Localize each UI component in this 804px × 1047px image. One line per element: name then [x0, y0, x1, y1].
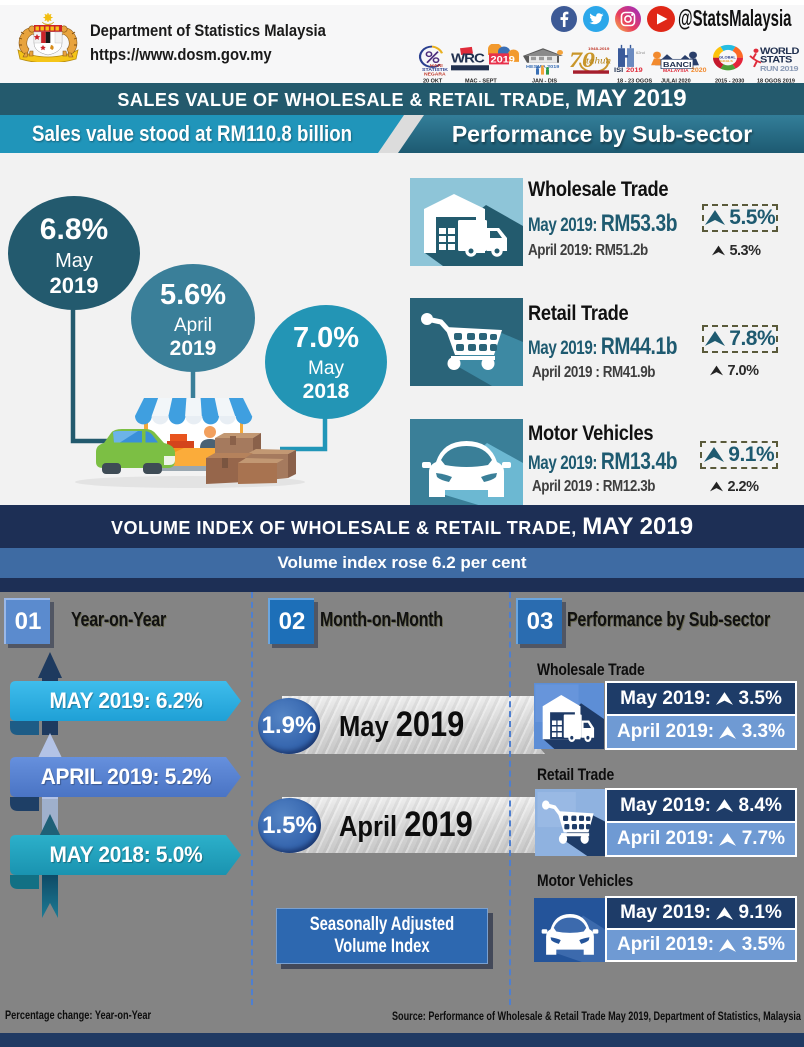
svg-text:STATS: STATS: [760, 55, 793, 65]
svg-text:tahun: tahun: [586, 56, 611, 66]
svg-text:2019: 2019: [626, 67, 643, 73]
svg-text:HARI: HARI: [430, 63, 443, 68]
svg-text:NEGARA: NEGARA: [424, 72, 446, 77]
svg-text:18 - 23 OGOS: 18 - 23 OGOS: [617, 79, 652, 85]
svg-text:GLOBAL: GLOBAL: [719, 56, 737, 60]
svg-text:2015 - 2030: 2015 - 2030: [715, 79, 744, 85]
svg-text:62nd: 62nd: [636, 51, 645, 55]
svg-text:JULAI 2020: JULAI 2020: [661, 79, 691, 85]
svg-text:2019: 2019: [491, 55, 516, 65]
svg-text:STATISTIK: STATISTIK: [422, 68, 449, 73]
svg-text:2020: 2020: [691, 67, 707, 73]
svg-text:BANCI: BANCI: [663, 60, 691, 69]
svg-text:18 OGOS 2019: 18 OGOS 2019: [757, 79, 795, 85]
svg-text:70: 70: [569, 49, 595, 73]
svg-text:20 OKT: 20 OKT: [423, 79, 443, 85]
svg-text:JAN - DIS: JAN - DIS: [532, 79, 557, 85]
svg-text:1948-2019: 1948-2019: [588, 46, 610, 51]
svg-text:WRC: WRC: [451, 51, 485, 66]
svg-text:MAC - SEPT: MAC - SEPT: [465, 79, 497, 85]
svg-text:ISI: ISI: [614, 67, 623, 73]
svg-text:RUN 2019: RUN 2019: [760, 64, 799, 73]
svg-text:MALAYSIA: MALAYSIA: [663, 68, 689, 73]
svg-text:WORLD: WORLD: [760, 47, 799, 57]
svg-text:GOALS: GOALS: [720, 59, 734, 63]
